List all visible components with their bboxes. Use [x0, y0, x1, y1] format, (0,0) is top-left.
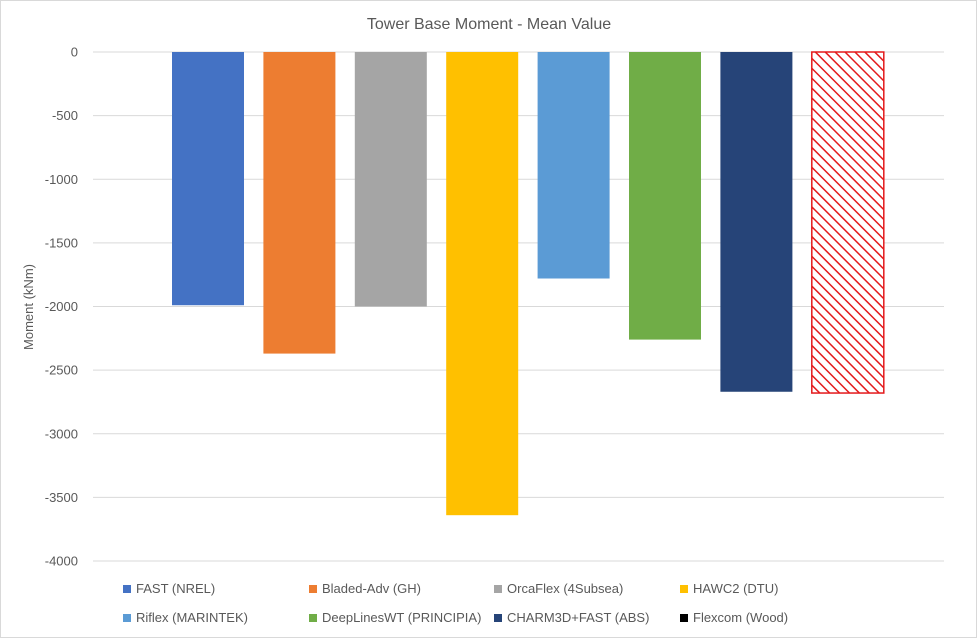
y-tick-labels: 0 -500 -1000 -1500 -2000 -2500 -3000 -3500 -4000	[45, 45, 78, 569]
legend-item: CHARM3D+FAST (ABS)	[494, 610, 649, 625]
legend-item: FAST (NREL)	[123, 581, 215, 596]
bar	[811, 51, 885, 394]
bar	[172, 52, 244, 306]
legend-label: Bladed-Adv (GH)	[322, 581, 421, 596]
y-tick-label: -500	[52, 108, 78, 123]
legend-item: HAWC2 (DTU)	[680, 581, 778, 596]
legend-swatch	[123, 584, 131, 593]
legend-label: Flexcom (Wood)	[693, 610, 789, 625]
bar	[720, 52, 793, 392]
legend-label: OrcaFlex (4Subsea)	[507, 581, 624, 596]
legend-item: Riflex (MARINTEK)	[123, 610, 248, 625]
bar	[263, 52, 336, 354]
y-tick-label: -2000	[45, 299, 78, 314]
y-tick-label: -1000	[45, 172, 78, 187]
bar	[537, 52, 610, 279]
bar	[629, 52, 701, 340]
legend-item: DeepLinesWT (PRINCIPIA)	[309, 610, 481, 625]
legend-item: Flexcom (Wood)	[680, 610, 788, 625]
legend-swatch	[680, 584, 688, 593]
legend-swatch	[680, 613, 688, 622]
y-tick-label: -4000	[45, 554, 78, 569]
legend-item: Bladed-Adv (GH)	[309, 581, 421, 596]
legend-swatch	[309, 613, 317, 622]
legend-swatch	[123, 613, 131, 622]
bars	[172, 51, 885, 516]
y-axis-label: Moment (kNm)	[21, 264, 36, 350]
legend-swatch	[494, 613, 502, 622]
y-tick-label: -3000	[45, 426, 78, 441]
bar	[446, 52, 519, 516]
legend-item: OrcaFlex (4Subsea)	[494, 581, 623, 596]
y-tick-label: 0	[71, 45, 78, 60]
y-tick-label: -2500	[45, 363, 78, 378]
y-tick-label: -3500	[45, 490, 78, 505]
legend-swatch	[494, 584, 502, 593]
bar	[354, 52, 427, 307]
legend-label: CHARM3D+FAST (ABS)	[507, 610, 650, 625]
legend-label: HAWC2 (DTU)	[693, 581, 779, 596]
legend-swatch	[309, 584, 317, 593]
y-tick-label: -1500	[45, 235, 78, 250]
legend-label: FAST (NREL)	[136, 581, 216, 596]
legend-label: DeepLinesWT (PRINCIPIA)	[322, 610, 482, 625]
chart-title: Tower Base Moment - Mean Value	[367, 16, 611, 33]
legend-label: Riflex (MARINTEK)	[136, 610, 248, 625]
